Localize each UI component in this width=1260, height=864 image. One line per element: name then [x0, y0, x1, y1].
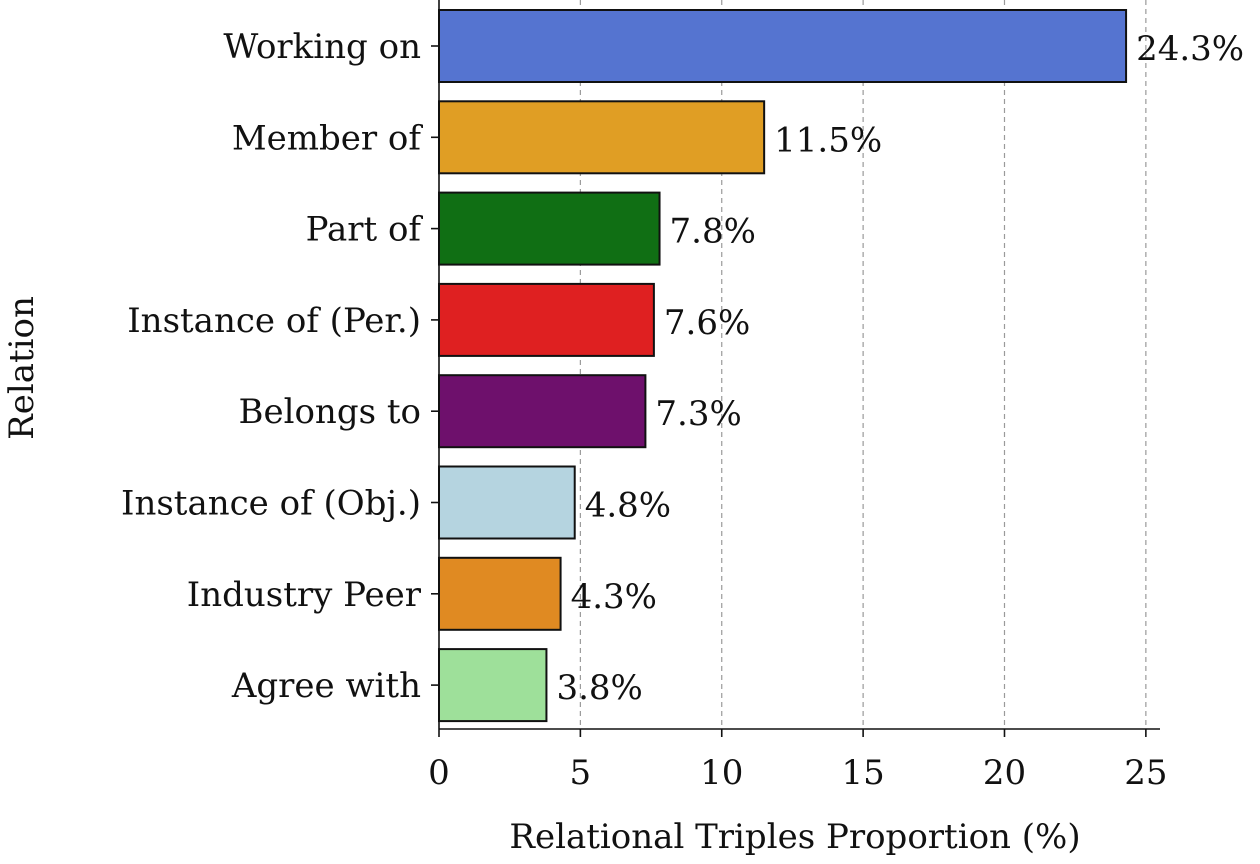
- bar: [438, 100, 766, 175]
- value-label: 3.8%: [556, 668, 642, 708]
- value-label: 4.8%: [585, 486, 671, 526]
- value-label: 11.5%: [774, 120, 882, 160]
- bar: [438, 282, 655, 357]
- x-tick-label: 20: [983, 753, 1026, 793]
- x-axis-title: Relational Triples Proportion (%): [509, 817, 1080, 857]
- value-labels: 24.3% 11.5% 7.8% 7.6% 7.3% 4.8% 4.3% 3.8%: [556, 29, 1244, 708]
- bars: [438, 9, 1128, 723]
- category-label: Member of: [232, 118, 424, 158]
- category-label: Belongs to: [238, 392, 421, 432]
- bar: [438, 648, 548, 723]
- x-tick-label: 5: [570, 753, 592, 793]
- value-label: 7.3%: [655, 394, 741, 434]
- y-tick-labels: Working on Member of Part of Instance of (P…: [121, 27, 439, 706]
- value-label: 4.3%: [571, 577, 657, 617]
- category-label: Agree with: [231, 666, 421, 706]
- bar: [438, 556, 562, 631]
- bar: [438, 9, 1128, 83]
- x-tick-labels: 0 5 10 15 20 25: [428, 729, 1167, 793]
- x-tick-label: 25: [1124, 753, 1167, 793]
- x-tick-label: 0: [428, 753, 450, 793]
- axes: [438, 0, 1160, 730]
- value-label: 7.6%: [664, 303, 750, 343]
- x-tick-label: 10: [700, 753, 743, 793]
- bar: [438, 465, 576, 540]
- category-label: Industry Peer: [187, 575, 422, 615]
- category-label: Instance of (Obj.): [121, 484, 421, 524]
- category-label: Working on: [223, 27, 421, 67]
- value-label: 24.3%: [1136, 29, 1244, 69]
- category-label: Part of: [306, 210, 424, 250]
- value-label: 7.8%: [670, 212, 756, 252]
- y-axis-title: Relation: [2, 296, 42, 440]
- bar: [438, 374, 647, 449]
- x-tick-label: 15: [841, 753, 884, 793]
- bar: [438, 191, 661, 266]
- category-label: Instance of (Per.): [127, 301, 421, 341]
